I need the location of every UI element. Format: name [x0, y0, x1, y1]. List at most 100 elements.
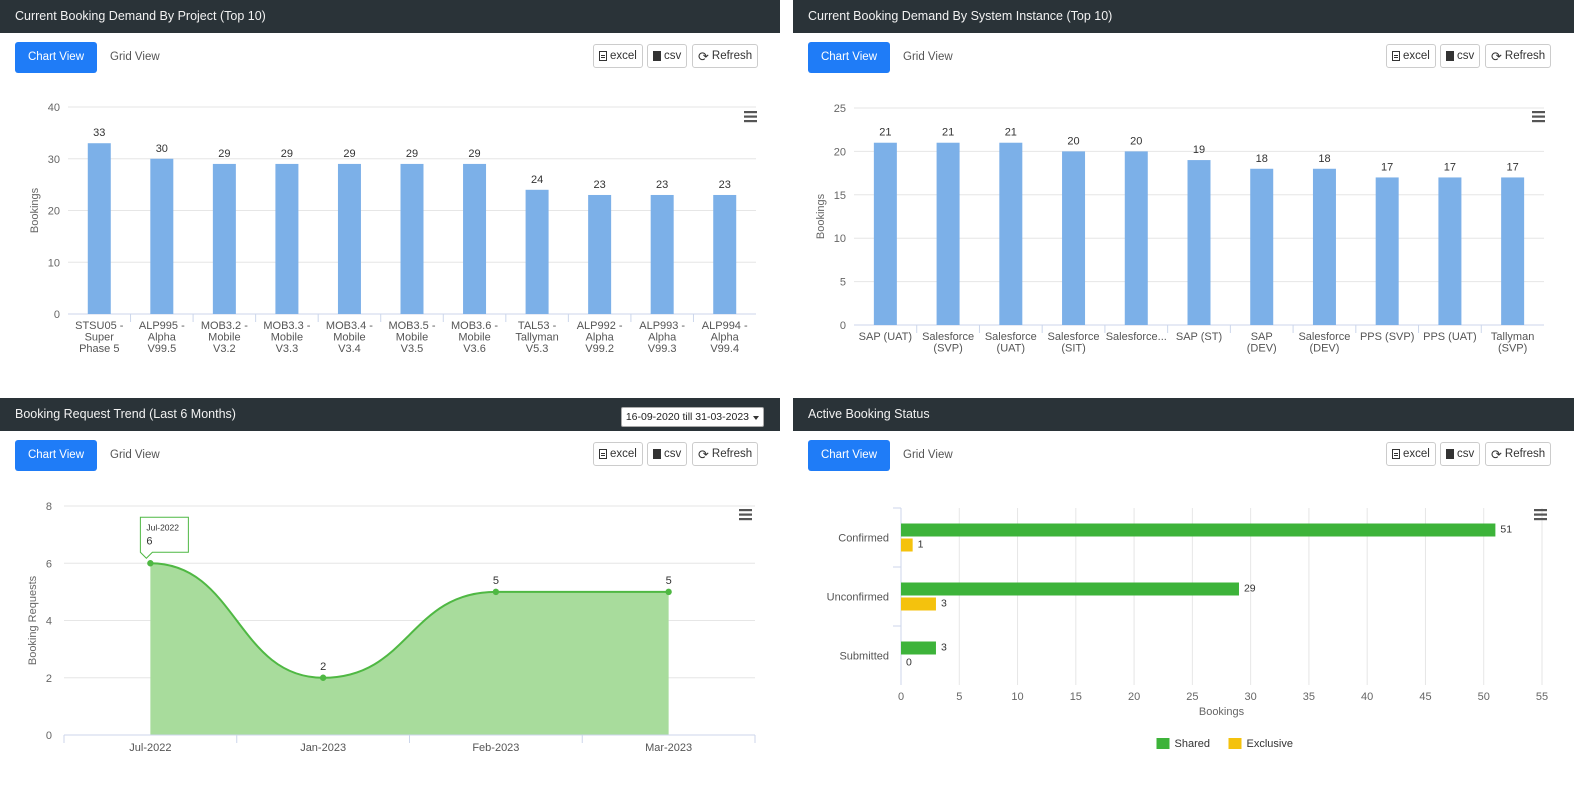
x-tick-label: MOB3.3 -	[263, 320, 310, 332]
grid-view-button[interactable]: Grid View	[903, 51, 953, 63]
refresh-label: Refresh	[1504, 50, 1546, 62]
bar	[650, 194, 674, 314]
y-tick-label: 5	[840, 277, 846, 289]
x-tick-label: (UAT)	[997, 343, 1026, 355]
x-tick-label: 50	[1478, 691, 1490, 703]
x-tick-label: (DEV)	[1247, 343, 1277, 355]
status-horizontal-bar-chart: 0 5 10 15 20 25 30 35 40 45 50 55BookingsConfirmed5…	[827, 507, 1548, 750]
legend-label: Exclusive	[1247, 738, 1293, 750]
data-label: 29	[468, 148, 480, 160]
tooltip-value: 6	[146, 535, 152, 547]
chart-view-button[interactable]: Chart View	[808, 42, 890, 73]
x-tick-label: TAL53 -	[518, 320, 557, 332]
data-label: 17	[1507, 161, 1519, 173]
hamburger-menu-icon[interactable]	[744, 111, 757, 123]
x-tick-label: 35	[1303, 691, 1315, 703]
refresh-button[interactable]: ⟳ Refresh	[1485, 442, 1552, 466]
excel-button[interactable]: excel	[1386, 442, 1436, 466]
hamburger-menu-icon[interactable]	[739, 509, 752, 521]
bar	[1124, 151, 1148, 325]
data-label: 29	[218, 148, 230, 160]
data-label: 17	[1444, 161, 1456, 173]
grid-view-button[interactable]: Grid View	[110, 51, 160, 63]
bar	[400, 163, 424, 314]
excel-file-icon	[599, 449, 607, 459]
csv-label: csv	[664, 448, 682, 460]
data-label: 17	[1381, 161, 1393, 173]
x-tick-label: Salesforce	[922, 331, 974, 343]
refresh-button[interactable]: ⟳ Refresh	[692, 442, 759, 466]
date-range-dropdown[interactable]: 16-09-2020 till 31-03-2023	[620, 407, 764, 427]
excel-button[interactable]: excel	[593, 44, 643, 68]
bar	[901, 641, 936, 655]
grid-view-button[interactable]: Grid View	[903, 449, 953, 461]
data-label: 21	[879, 127, 891, 139]
x-tick-label: STSU05 -	[75, 320, 124, 332]
panel-title: Active Booking Status	[793, 398, 1574, 431]
refresh-icon: ⟳	[698, 48, 709, 64]
excel-button[interactable]: excel	[593, 442, 643, 466]
x-tick-label: Alpha	[586, 332, 615, 344]
csv-label: csv	[1457, 448, 1475, 460]
bar	[1187, 160, 1211, 325]
data-label: 51	[1500, 524, 1512, 536]
bar	[1312, 168, 1336, 325]
x-tick-label: MOB3.4 -	[326, 320, 373, 332]
y-tick-label: 2	[46, 673, 52, 685]
legend-label: Shared	[1175, 738, 1210, 750]
x-tick-label: PPS (SVP)	[1360, 331, 1414, 343]
data-point	[147, 560, 154, 567]
csv-button[interactable]: csv	[647, 442, 688, 466]
x-tick-label: ALP995 -	[139, 320, 185, 332]
excel-label: excel	[610, 448, 637, 460]
excel-button[interactable]: excel	[1386, 44, 1436, 68]
x-tick-label: V5.3	[526, 343, 549, 355]
data-label: 2	[320, 661, 326, 673]
x-tick-label: Tallyman	[515, 332, 558, 344]
bar	[901, 582, 1239, 596]
data-label: 21	[1005, 127, 1017, 139]
data-point	[319, 674, 327, 681]
data-label: 21	[942, 127, 954, 139]
data-label: 23	[594, 179, 606, 191]
csv-label: csv	[664, 50, 682, 62]
bar	[1062, 151, 1086, 325]
y-tick-label: 10	[834, 233, 846, 245]
excel-label: excel	[1403, 50, 1430, 62]
refresh-button[interactable]: ⟳ Refresh	[1485, 44, 1552, 68]
bar	[936, 142, 960, 325]
x-tick-label: Alpha	[648, 332, 677, 344]
chart-view-button[interactable]: Chart View	[15, 42, 97, 73]
csv-file-icon	[1446, 449, 1454, 459]
y-axis-label: Bookings	[815, 193, 827, 239]
hamburger-menu-icon[interactable]	[1534, 509, 1547, 521]
x-tick-label: Jul-2022	[129, 742, 171, 754]
bar	[901, 538, 913, 552]
y-tick-label: 30	[48, 154, 60, 166]
data-label: 33	[93, 127, 105, 139]
csv-button[interactable]: csv	[1440, 44, 1481, 68]
x-tick-label: Alpha	[711, 332, 740, 344]
data-label: 20	[1130, 135, 1142, 147]
data-label: 18	[1256, 153, 1268, 165]
bar	[337, 163, 361, 314]
grid-view-button[interactable]: Grid View	[110, 449, 160, 461]
hamburger-menu-icon[interactable]	[1532, 111, 1545, 123]
chart-view-button[interactable]: Chart View	[808, 440, 890, 471]
csv-file-icon	[653, 51, 661, 61]
y-tick-label: 8	[46, 501, 52, 513]
refresh-icon: ⟳	[1491, 446, 1502, 462]
chart-view-button[interactable]: Chart View	[15, 440, 97, 471]
data-label: 30	[156, 143, 168, 155]
x-tick-label: V99.3	[648, 343, 677, 355]
x-tick-label: (DEV)	[1309, 343, 1339, 355]
x-tick-label: V99.2	[585, 343, 614, 355]
panel-title: Booking Request Trend (Last 6 Months)	[0, 398, 780, 431]
refresh-button[interactable]: ⟳ Refresh	[692, 44, 759, 68]
x-tick-label: Mobile	[396, 332, 428, 344]
csv-button[interactable]: csv	[647, 44, 688, 68]
booking-trend-panel: Booking Request Trend (Last 6 Months) 16…	[0, 398, 780, 785]
csv-button[interactable]: csv	[1440, 442, 1481, 466]
bar	[1438, 177, 1462, 325]
x-tick-label: Phase 5	[79, 343, 119, 355]
